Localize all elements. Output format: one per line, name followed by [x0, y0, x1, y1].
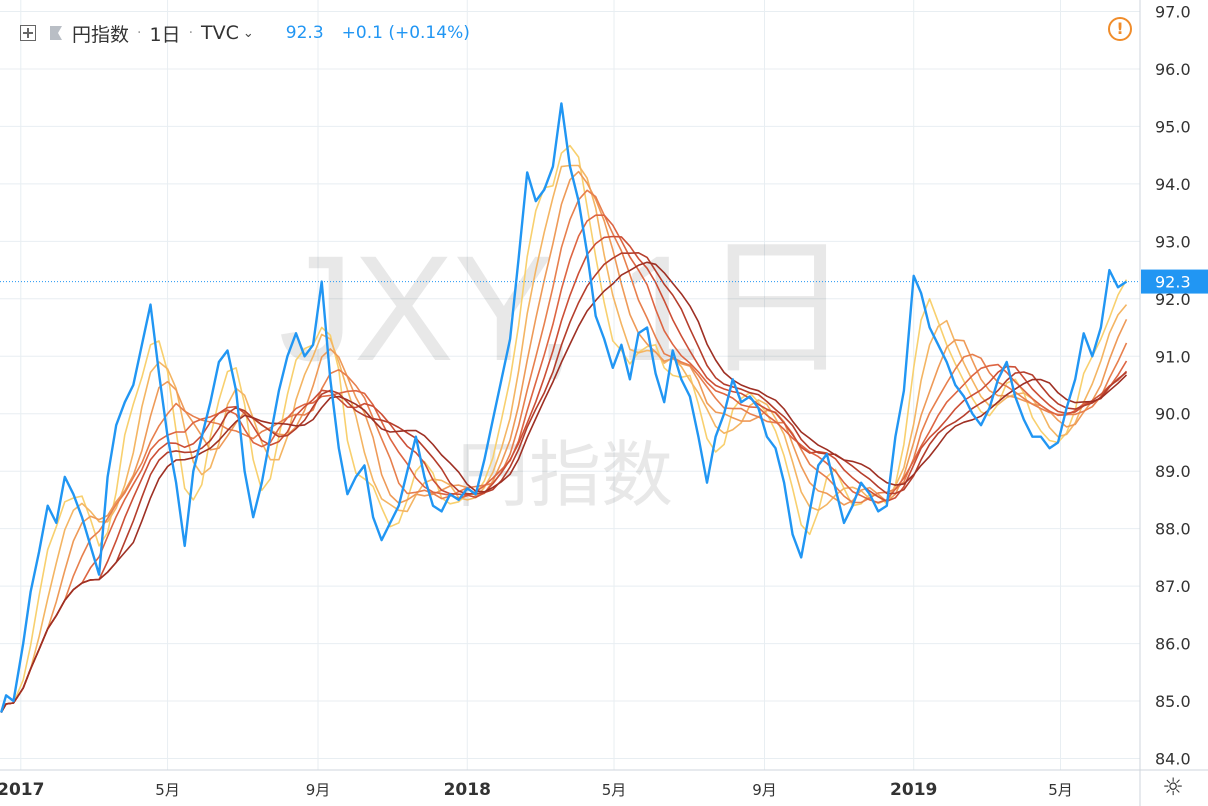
y-tick-label: 91.0 [1155, 347, 1191, 366]
price-series [0, 102, 1128, 713]
y-tick-label: 92.0 [1155, 290, 1191, 309]
warning-icon[interactable]: ! [1108, 17, 1132, 41]
y-tick-label: 89.0 [1155, 462, 1191, 481]
watermark-name: 円指数 [457, 433, 673, 517]
y-tick-label: 94.0 [1155, 175, 1191, 194]
separator-dot: · [188, 25, 194, 41]
y-tick-label: 88.0 [1155, 520, 1191, 539]
ma-ribbon-line [0, 252, 1127, 713]
ma-ribbon [0, 102, 1128, 713]
ma-ribbon-line [0, 214, 1128, 713]
y-tick-label: 87.0 [1155, 577, 1191, 596]
x-tick-label: 9月 [752, 781, 777, 799]
price-line [0, 102, 1128, 713]
y-tick-label: 84.0 [1155, 750, 1191, 769]
price-axis[interactable]: 84.0 85.0 86.0 87.0 88.0 89.0 90.0 91.0 92.0 93.0… [1141, 2, 1208, 769]
y-tick-label: 93.0 [1155, 232, 1191, 251]
settings-icon[interactable]: ☼ [1162, 773, 1184, 801]
exchange-label[interactable]: TVC [201, 22, 239, 44]
last-price-label-bg [1141, 269, 1208, 294]
price-change: +0.1 (+0.14%) [341, 23, 470, 43]
y-tick-label: 86.0 [1155, 635, 1191, 654]
plus-square-icon[interactable] [20, 25, 36, 41]
ma-ribbon-line [0, 189, 1128, 713]
ma-ribbon-line [0, 102, 1127, 713]
y-tick-label: 90.0 [1155, 405, 1191, 424]
symbol-name[interactable]: 円指数 [72, 23, 130, 46]
flag-icon[interactable] [48, 25, 64, 41]
y-tick-label: 95.0 [1155, 117, 1191, 136]
y-tick-label: 96.0 [1155, 60, 1191, 79]
ma-ribbon-line [0, 235, 1128, 713]
chevron-down-icon[interactable]: ⌄ [242, 25, 254, 41]
ma-ribbon-line [0, 261, 1128, 713]
x-tick-label: 2019 [890, 780, 937, 800]
y-tick-label: 97.0 [1155, 2, 1191, 21]
ma-ribbon-line [0, 164, 1128, 713]
interval-label[interactable]: 1日 [149, 23, 181, 46]
ma-ribbon-line [0, 144, 1128, 713]
last-price-label: 92.3 [1155, 273, 1191, 292]
x-tick-label: 2017 [0, 780, 44, 800]
y-tick-label: 85.0 [1155, 692, 1191, 711]
x-tick-label: 2018 [444, 780, 491, 800]
x-tick-label: 5月 [155, 781, 180, 799]
separator-dot: · [137, 25, 142, 41]
x-tick-label: 5月 [1048, 781, 1073, 799]
last-price: 92.3 [285, 23, 324, 43]
x-tick-label: 9月 [306, 781, 331, 799]
x-tick-label: 5月 [602, 781, 627, 799]
legend-header: 円指数 · 1日 · TVC ⌄ 92.3 +0.1 (+0.14%) [20, 18, 470, 48]
time-axis[interactable]: 2017 5月 9月 2018 5月 9月 2019 5月 [0, 780, 1073, 800]
